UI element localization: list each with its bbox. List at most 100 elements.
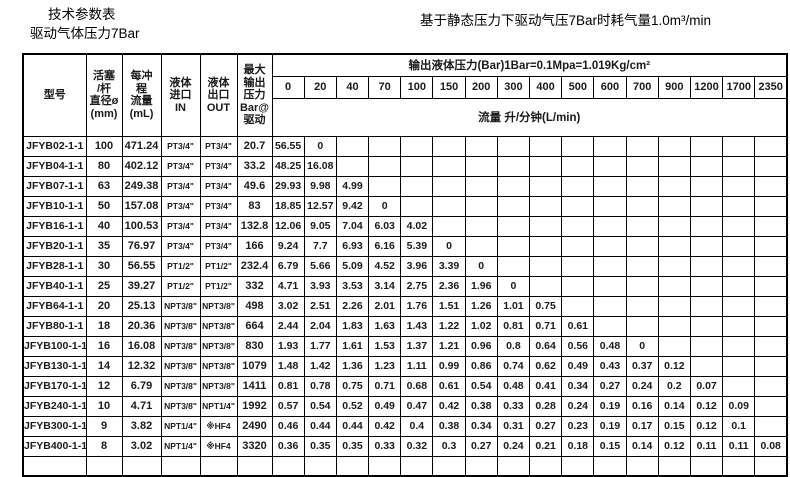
flow-cell: 1.96 bbox=[464, 275, 498, 297]
flow-cell: 0.27 bbox=[464, 435, 498, 457]
flow-cell: 0.35 bbox=[303, 435, 337, 457]
inlet-cell: NPT3/8" bbox=[160, 315, 201, 337]
flow-cell: 0.33 bbox=[368, 435, 402, 457]
flow-cell: 3.96 bbox=[400, 255, 434, 277]
empty-cell bbox=[625, 455, 659, 477]
flow-cell: 0.86 bbox=[464, 355, 498, 377]
pressure-col-header-600: 600 bbox=[593, 75, 627, 99]
inlet-cell: PT3/4" bbox=[160, 155, 201, 177]
flow-cell bbox=[561, 175, 595, 197]
table-row: JFYB80-1-1 18 20.36 NPT3/8" NPT3/8" 664 2.44 2.… bbox=[22, 315, 788, 337]
page-title: 技术参数表 bbox=[48, 7, 116, 22]
flow-cell: 0.48 bbox=[496, 375, 531, 397]
flow-cell: 0.56 bbox=[561, 335, 595, 357]
flow-cell bbox=[722, 375, 756, 397]
flow-cell bbox=[689, 175, 724, 197]
diameter-cell: 12 bbox=[85, 375, 123, 397]
diameter-cell: 80 bbox=[85, 155, 123, 177]
outlet-cell: NPT3/8" bbox=[199, 295, 238, 317]
flow-cell: 0.49 bbox=[368, 395, 402, 417]
flow-cell bbox=[464, 135, 498, 157]
flow-cell: 0.37 bbox=[625, 355, 659, 377]
flow-cell: 0.23 bbox=[561, 415, 595, 437]
table-row: JFYB04-1-1 80 402.12 PT3/4" PT3/4" 33.2 48.25 1… bbox=[22, 155, 788, 177]
empty-cell bbox=[85, 455, 123, 477]
flow-cell: 0.14 bbox=[625, 435, 659, 457]
flow-cell: 0.38 bbox=[432, 415, 466, 437]
flow-cell: 0.42 bbox=[432, 395, 466, 417]
diameter-cell: 40 bbox=[85, 215, 123, 237]
flow-cell bbox=[368, 155, 402, 177]
flow-cell bbox=[432, 215, 466, 237]
flow-cell bbox=[689, 235, 724, 257]
flow-cell: 0 bbox=[464, 255, 498, 277]
flow-cell: 1.21 bbox=[432, 335, 466, 357]
flow-cell: 0.78 bbox=[303, 375, 337, 397]
diameter-cell: 100 bbox=[85, 135, 123, 157]
outlet-cell: PT3/4" bbox=[199, 175, 238, 197]
flow-cell bbox=[657, 235, 691, 257]
flow-cell bbox=[335, 155, 370, 177]
flow-cell bbox=[754, 415, 788, 437]
stroke-volume-cell: 3.02 bbox=[121, 435, 162, 457]
flow-cell bbox=[593, 195, 627, 217]
flow-cell: 1.22 bbox=[432, 315, 466, 337]
model-cell: JFYB20-1-1 bbox=[22, 235, 87, 257]
flow-cell bbox=[561, 235, 595, 257]
stroke-volume-column-header: 每冲 程 流量 (mL) bbox=[121, 53, 162, 137]
inlet-cell: PT3/4" bbox=[160, 175, 201, 197]
max-pressure-cell: 1079 bbox=[236, 355, 273, 377]
flow-cell: 4.71 bbox=[271, 275, 305, 297]
flow-cell: 0.43 bbox=[593, 355, 627, 377]
flow-cell bbox=[464, 195, 498, 217]
flow-cell: 1.51 bbox=[432, 295, 466, 317]
outlet-cell: NPT3/8" bbox=[199, 335, 238, 357]
flow-cell: 1.76 bbox=[400, 295, 434, 317]
parameters-table: 型号 活塞 /杆 直径ø (mm) 每冲 程 流量 (mL) 液体 进口 IN … bbox=[22, 53, 788, 477]
flow-cell: 2.51 bbox=[303, 295, 337, 317]
flow-cell bbox=[754, 315, 788, 337]
table-row: JFYB100-1-1 16 16.08 NPT3/8" NPT3/8" 830 1.93 1… bbox=[22, 335, 788, 357]
pressure-col-header-20: 20 bbox=[303, 75, 337, 99]
flow-cell: 0.1 bbox=[722, 415, 756, 437]
flow-cell bbox=[689, 155, 724, 177]
flow-cell bbox=[689, 355, 724, 377]
stroke-volume-cell: 249.38 bbox=[121, 175, 162, 197]
flow-cell bbox=[400, 175, 434, 197]
flow-cell bbox=[593, 175, 627, 197]
inlet-cell: PT3/4" bbox=[160, 195, 201, 217]
flow-cell: 0.27 bbox=[593, 375, 627, 397]
flow-cell: 0.4 bbox=[400, 415, 434, 437]
outlet-cell: NPT1/4" bbox=[199, 395, 238, 417]
flow-cell: 0 bbox=[368, 195, 402, 217]
header-row-1: 型号 活塞 /杆 直径ø (mm) 每冲 程 流量 (mL) 液体 进口 IN … bbox=[22, 53, 788, 137]
flow-cell: 7.04 bbox=[335, 215, 370, 237]
diameter-cell: 18 bbox=[85, 315, 123, 337]
flow-cell: 0.81 bbox=[496, 315, 531, 337]
flow-cell: 4.52 bbox=[368, 255, 402, 277]
inlet-cell: NPT3/8" bbox=[160, 375, 201, 397]
empty-cell bbox=[496, 455, 531, 477]
flow-cell: 2.36 bbox=[432, 275, 466, 297]
flow-cell: 1.83 bbox=[335, 315, 370, 337]
flow-cell bbox=[464, 175, 498, 197]
flow-cell bbox=[754, 255, 788, 277]
model-cell: JFYB04-1-1 bbox=[22, 155, 87, 177]
flow-cell bbox=[561, 255, 595, 277]
max-pressure-cell: 166 bbox=[236, 235, 273, 257]
flow-cell: 0.68 bbox=[400, 375, 434, 397]
flow-cell bbox=[368, 135, 402, 157]
outlet-cell: PT3/4" bbox=[199, 215, 238, 237]
flow-cell bbox=[625, 275, 659, 297]
max-pressure-cell: 830 bbox=[236, 335, 273, 357]
flow-cell bbox=[528, 255, 563, 277]
inlet-cell: PT1/2" bbox=[160, 275, 201, 297]
flow-cell: 0.11 bbox=[689, 435, 724, 457]
flow-cell bbox=[689, 315, 724, 337]
flow-cell bbox=[528, 175, 563, 197]
flow-cell bbox=[464, 235, 498, 257]
flow-cell bbox=[722, 195, 756, 217]
flow-cell bbox=[593, 135, 627, 157]
max-pressure-cell: 49.6 bbox=[236, 175, 273, 197]
stroke-volume-cell: 20.36 bbox=[121, 315, 162, 337]
